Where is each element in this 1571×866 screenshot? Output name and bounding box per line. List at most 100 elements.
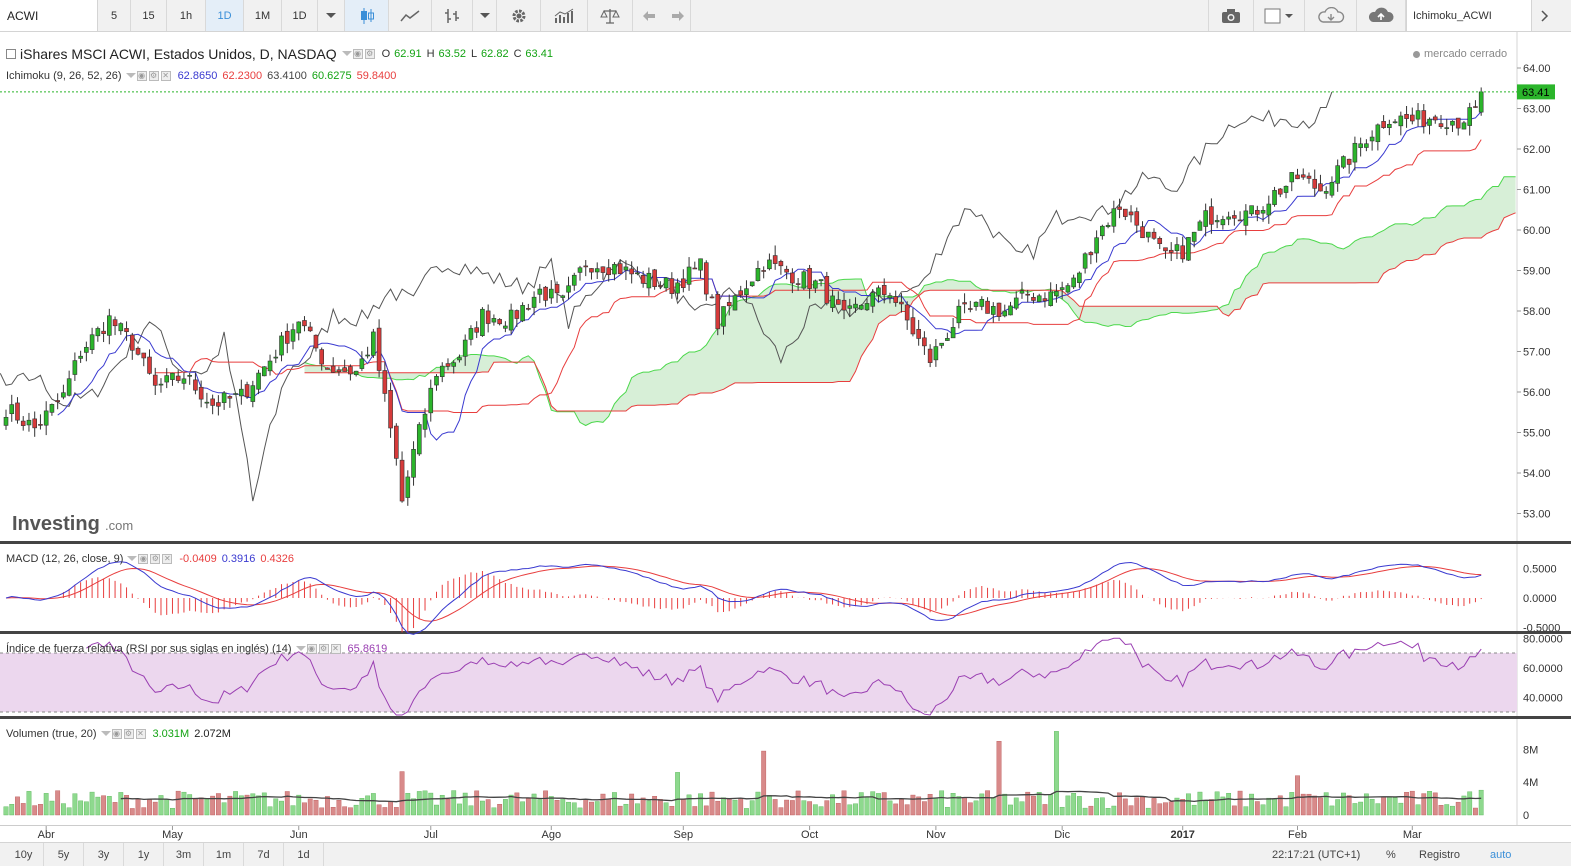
candle-body — [26, 419, 32, 426]
candle — [1335, 159, 1340, 192]
range-5y-button[interactable]: 5y — [44, 843, 84, 866]
volume-bar — [330, 807, 336, 816]
candle — [726, 294, 732, 316]
interval-1h-button[interactable]: 1h — [167, 0, 206, 31]
pane-separator[interactable] — [0, 541, 1571, 544]
auto-toggle[interactable]: auto — [1490, 848, 1512, 861]
volume-bar — [1151, 798, 1157, 816]
candle — [1048, 282, 1053, 307]
volume-bar — [531, 793, 537, 816]
close-icon[interactable]: ✕ — [160, 71, 171, 81]
volume-bar — [250, 793, 256, 816]
volume-bar — [1249, 793, 1254, 816]
interval-1d-alt-button[interactable]: 1D — [282, 0, 318, 31]
candlestick-style-button[interactable] — [345, 0, 389, 31]
candle — [135, 346, 141, 356]
indicators-button[interactable] — [541, 0, 588, 31]
load-button[interactable] — [1305, 0, 1357, 31]
candle-body — [1013, 297, 1019, 309]
compare-button[interactable] — [588, 0, 633, 31]
range-1d-button[interactable]: 1d — [284, 843, 324, 866]
settings-button[interactable] — [497, 0, 541, 31]
chart-canvas[interactable]: 64.00 63.00 62.00 61.00 60.00 59.00 58.00 57.00… — [0, 32, 1571, 842]
redo-button[interactable] — [665, 0, 691, 31]
eye-icon[interactable]: ◉ — [136, 71, 147, 81]
color-picker-button[interactable] — [1254, 0, 1305, 31]
gear-icon[interactable]: ⚙ — [123, 729, 134, 739]
candle-body — [1461, 122, 1467, 130]
chevron-down-icon[interactable] — [341, 50, 353, 58]
candle — [1168, 242, 1174, 262]
range-10y-button[interactable]: 10y — [4, 843, 44, 866]
price-pane[interactable] — [0, 32, 1517, 541]
volume-bar — [899, 799, 904, 816]
eye-icon[interactable]: ◉ — [138, 554, 149, 564]
clock[interactable]: 22:17:21 (UTC+1) — [1272, 848, 1361, 861]
macd-name[interactable]: MACD (12, 26, close, 9) — [6, 553, 124, 565]
eye-icon[interactable]: ◉ — [306, 644, 317, 654]
candle — [405, 470, 411, 506]
symbol-input[interactable] — [0, 0, 98, 31]
interval-5-button[interactable]: 5 — [98, 0, 131, 31]
interval-dropdown-button[interactable] — [318, 0, 345, 31]
volume-bar — [474, 790, 480, 816]
range-7d-button[interactable]: 7d — [244, 843, 284, 866]
eye-icon[interactable]: ◉ — [111, 729, 122, 739]
gear-icon[interactable]: ⚙ — [150, 554, 161, 564]
undo-button[interactable] — [633, 0, 665, 31]
candle — [15, 397, 20, 424]
candle — [250, 380, 256, 408]
pane-separator[interactable] — [0, 716, 1571, 719]
chevron-down-icon[interactable] — [125, 72, 137, 80]
volume-average-value: 2.072M — [194, 728, 231, 740]
volume-name[interactable]: Volumen (true, 20) — [6, 728, 97, 740]
volume-bar — [1478, 789, 1484, 816]
close-icon[interactable]: ✕ — [162, 554, 173, 564]
candle-body — [1088, 252, 1094, 256]
line-style-button[interactable] — [389, 0, 432, 31]
range-1y-button[interactable]: 1y — [124, 843, 164, 866]
rsi-name[interactable]: Índice de fuerza relativa (RSI por sus s… — [6, 643, 292, 655]
screenshot-button[interactable] — [1208, 0, 1254, 31]
candle-body — [830, 295, 835, 308]
gear-icon[interactable]: ⚙ — [318, 644, 329, 654]
gear-icon[interactable]: ⚙ — [148, 71, 159, 81]
candle — [1306, 172, 1312, 184]
chevron-down-icon[interactable] — [295, 645, 307, 653]
style-dropdown-button[interactable] — [473, 0, 497, 31]
study-name-field[interactable]: Ichimoku_ACWI — [1406, 0, 1532, 31]
close-icon[interactable]: ✕ — [330, 644, 341, 654]
collapse-toggle-icon[interactable] — [6, 49, 16, 59]
chevron-down-icon[interactable] — [100, 730, 112, 738]
pane-separator[interactable] — [0, 631, 1571, 634]
interval-1m-button[interactable]: 1M — [244, 0, 282, 31]
range-3m-button[interactable]: 3m — [164, 843, 204, 866]
candle — [1346, 158, 1352, 174]
candle — [945, 332, 950, 341]
interval-1d-button[interactable]: 1D — [206, 0, 244, 31]
candle-body — [152, 374, 158, 386]
log-toggle[interactable]: Registro — [1419, 848, 1460, 861]
ichimoku-name[interactable]: Ichimoku (9, 26, 52, 26) — [6, 70, 122, 82]
save-button[interactable] — [1357, 0, 1406, 31]
percent-toggle[interactable]: % — [1386, 848, 1396, 861]
volume-bar — [738, 798, 744, 816]
interval-15-button[interactable]: 15 — [131, 0, 167, 31]
bar-style-button[interactable] — [432, 0, 473, 31]
volume-bar — [393, 807, 399, 816]
rsi-legend: Índice de fuerza relativa (RSI por sus s… — [6, 643, 387, 655]
volume-bar — [129, 808, 135, 816]
candle-body — [1398, 115, 1404, 127]
candle-body — [49, 404, 55, 413]
volume-bar — [112, 802, 118, 816]
volume-bar — [193, 798, 198, 816]
close-icon[interactable]: ✕ — [135, 729, 146, 739]
volume-bar — [1386, 796, 1392, 816]
study-dropdown-button[interactable] — [1532, 0, 1558, 31]
candle — [1180, 236, 1185, 263]
gear-icon[interactable]: ⚙ — [364, 49, 375, 59]
range-3y-button[interactable]: 3y — [84, 843, 124, 866]
eye-icon[interactable]: ◉ — [352, 49, 363, 59]
range-1m-button[interactable]: 1m — [204, 843, 244, 866]
chevron-down-icon[interactable] — [126, 555, 138, 563]
